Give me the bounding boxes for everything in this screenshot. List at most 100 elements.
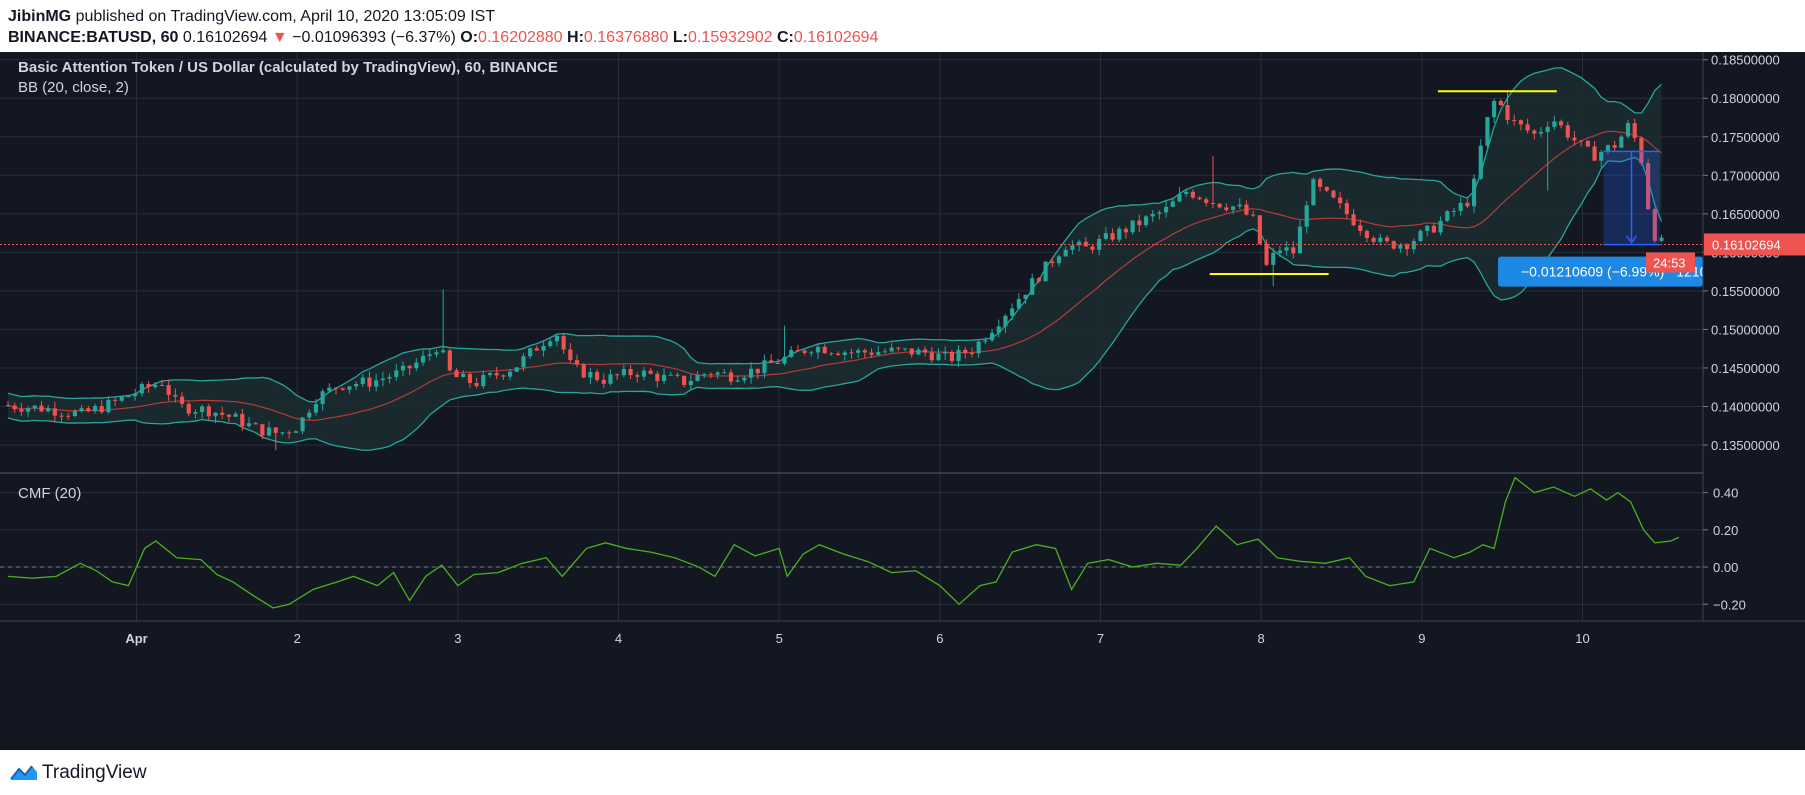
candle-body-88: [595, 371, 600, 380]
candle-body-45: [307, 412, 312, 418]
candle-body-101: [682, 375, 687, 385]
candle-body-222: [1492, 100, 1497, 118]
candle-body-69: [467, 373, 472, 384]
candle-body-114: [769, 360, 774, 363]
candle-body-173: [1164, 206, 1169, 213]
candle-body-100: [675, 374, 680, 376]
candle-body-91: [615, 374, 620, 376]
candle-body-57: [387, 377, 392, 379]
candle-body-102: [688, 380, 693, 385]
candle-body-228: [1532, 130, 1537, 134]
candle-body-224: [1505, 105, 1510, 121]
open-label: O:: [460, 29, 479, 46]
candle-body-83: [561, 335, 566, 350]
price-pane[interactable]: −0.01210609 (−6.99%) −1210 Basic Attenti…: [0, 59, 1708, 451]
time-tick-label-0: Apr: [125, 631, 147, 646]
candle-body-49: [333, 387, 339, 389]
cmf-tick-label-3: −0.20: [1713, 597, 1746, 612]
chart-canvas[interactable]: −0.01210609 (−6.99%) −1210 Basic Attenti…: [0, 52, 1805, 750]
candle-body-183: [1230, 206, 1236, 210]
candle-body-223: [1498, 100, 1503, 106]
candle-body-42: [287, 432, 292, 434]
candle-body-68: [461, 373, 466, 378]
candle-body-145: [976, 341, 981, 354]
chart-header: JibinMG published on TradingView.com, Ap…: [0, 0, 1805, 52]
candle-body-27: [186, 403, 191, 414]
candle-body-208: [1398, 244, 1403, 249]
candle-body-237: [1592, 146, 1597, 161]
candle-body-197: [1324, 186, 1329, 191]
candle-body-218: [1465, 202, 1470, 207]
candle-body-166: [1117, 228, 1122, 240]
candle-body-177: [1190, 191, 1195, 198]
candle-body-85: [574, 360, 580, 365]
candle-body-123: [829, 353, 834, 355]
candle-body-65: [441, 350, 446, 353]
candle-body-226: [1518, 120, 1523, 125]
candle-body-84: [568, 349, 573, 361]
candle-body-3: [26, 408, 31, 412]
candle-body-169: [1137, 220, 1142, 226]
candle-body-153: [1030, 278, 1035, 295]
candle-body-141: [949, 351, 954, 361]
cmf-tick-label-1: 0.20: [1713, 523, 1738, 538]
candle-body-76: [514, 367, 519, 372]
candle-body-0: [5, 404, 11, 406]
candle-body-74: [501, 375, 506, 377]
candle-body-32: [220, 412, 225, 415]
symbol-line: BINANCE:BATUSD, 60 0.16102694 ▼ −0.01096…: [8, 29, 878, 47]
candle-body-233: [1565, 125, 1570, 138]
time-tick-label-9: 10: [1575, 631, 1589, 646]
tradingview-brand[interactable]: TradingView: [42, 762, 147, 783]
candle-body-48: [327, 387, 332, 392]
candle-body-70: [474, 383, 479, 387]
candle-body-87: [588, 371, 593, 378]
candle-body-213: [1431, 225, 1436, 233]
price-tick-label-6: 0.15500000: [1711, 284, 1780, 299]
bb-indicator-label: BB (20, close, 2): [18, 79, 129, 96]
time-tick-label-2: 3: [454, 631, 461, 646]
measure-arrow-head-icon: [1625, 235, 1638, 244]
candle-body-43: [293, 431, 298, 433]
last-price-tag: [1704, 233, 1805, 256]
publish-info: published on TradingView.com, April 10, …: [75, 8, 496, 25]
candle-body-230: [1545, 126, 1550, 132]
candle-body-157: [1056, 256, 1062, 264]
candle-body-129: [869, 352, 874, 355]
candle-body-12: [86, 408, 91, 412]
candle-body-13: [92, 406, 98, 412]
candle-body-178: [1197, 197, 1202, 200]
candle-body-16: [113, 399, 118, 401]
candle-body-92: [621, 369, 626, 376]
candle-body-188: [1264, 243, 1269, 265]
candle-body-81: [548, 341, 553, 346]
candle-body-30: [206, 406, 211, 417]
candle-body-58: [394, 370, 399, 378]
candle-body-242: [1625, 123, 1631, 137]
candle-body-160: [1077, 241, 1082, 246]
candle-body-90: [608, 374, 613, 384]
candle-body-51: [347, 386, 352, 390]
candle-body-198: [1331, 190, 1336, 198]
candle-body-112: [755, 368, 760, 374]
bb-upper-line: [7, 66, 1662, 403]
candle-body-104: [702, 373, 707, 375]
candle-body-211: [1418, 230, 1423, 242]
candle-body-182: [1224, 207, 1229, 210]
candle-body-64: [434, 352, 439, 355]
candle-body-62: [420, 355, 426, 363]
price-axis-bg: [1703, 52, 1805, 750]
cmf-pane[interactable]: CMF (20): [0, 476, 1703, 609]
author-name[interactable]: JibinMG: [8, 8, 72, 25]
candle-body-36: [246, 423, 252, 427]
candle-body-137: [923, 349, 928, 353]
countdown-tag: [1646, 252, 1695, 273]
cmf-indicator-label: CMF (20): [18, 485, 81, 502]
candle-body-17: [119, 396, 124, 401]
candle-body-172: [1157, 212, 1162, 214]
publish-line: JibinMG published on TradingView.com, Ap…: [8, 8, 495, 26]
candle-body-232: [1559, 121, 1564, 126]
candle-body-154: [1036, 278, 1041, 282]
candle-body-108: [728, 372, 734, 382]
price-tick-label-10: 0.13500000: [1711, 438, 1780, 453]
